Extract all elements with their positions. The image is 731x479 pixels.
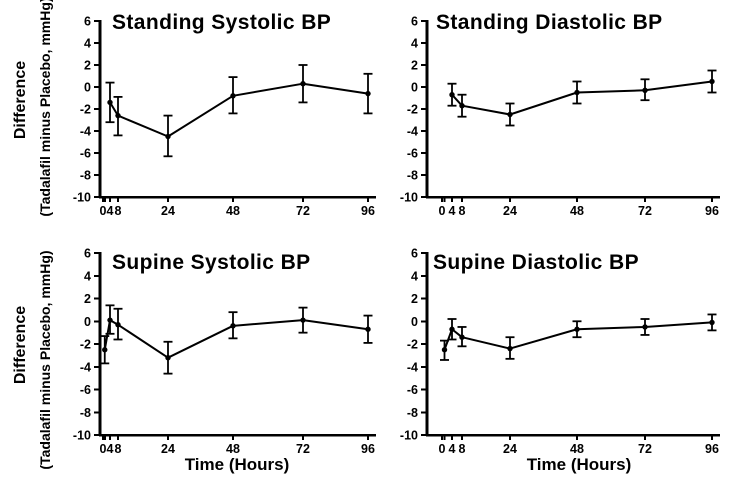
svg-text:0: 0 [84, 81, 91, 95]
svg-text:96: 96 [705, 204, 719, 218]
svg-text:4: 4 [107, 442, 114, 456]
svg-text:0: 0 [100, 204, 107, 218]
svg-text:8: 8 [459, 442, 466, 456]
svg-text:-2: -2 [80, 338, 91, 352]
y-axis-title-line1-top: Difference [12, 60, 29, 140]
svg-text:-6: -6 [80, 383, 91, 397]
chart-title-standing-diastolic: Standing Diastolic BP [436, 11, 663, 34]
svg-text:6: 6 [411, 247, 418, 261]
chart-title-supine-systolic: Supine Systolic BP [112, 251, 311, 274]
svg-text:72: 72 [638, 204, 652, 218]
svg-text:8: 8 [115, 204, 122, 218]
y-axis-title-line2-top: (Tadalafil minus Placebo, mmHg) [37, 0, 53, 217]
svg-text:0: 0 [84, 315, 91, 329]
chart-title-standing-systolic: Standing Systolic BP [112, 11, 332, 34]
svg-text:2: 2 [84, 59, 91, 73]
svg-text:-2: -2 [407, 338, 418, 352]
x-axis-title-left: Time (Hours) [184, 455, 290, 474]
svg-text:-2: -2 [407, 103, 418, 117]
svg-text:8: 8 [459, 204, 466, 218]
svg-text:48: 48 [226, 442, 240, 456]
svg-text:0: 0 [439, 204, 446, 218]
svg-text:-10: -10 [73, 429, 91, 443]
svg-text:4: 4 [84, 37, 91, 51]
svg-text:96: 96 [705, 442, 719, 456]
y-axis-title-line2-bottom: (Tadalafil minus Placebo, mmHg) [37, 250, 53, 470]
svg-text:24: 24 [161, 204, 175, 218]
svg-text:-4: -4 [80, 360, 91, 374]
svg-text:-4: -4 [407, 360, 418, 374]
svg-text:24: 24 [503, 442, 517, 456]
svg-text:-6: -6 [407, 383, 418, 397]
panel-supine-systolic: 6 4 2 0 -2 -4 -6 -8 -10 0 4 8 24 48 72 96 Supine Systol… [0, 240, 380, 479]
svg-text:-8: -8 [80, 406, 91, 420]
panel-standing-systolic: 6 4 2 0 -2 -4 -6 -8 -10 0 4 8 24 48 72 96 Standing Syst… [0, 0, 380, 240]
svg-text:96: 96 [361, 442, 375, 456]
svg-text:-6: -6 [407, 147, 418, 161]
svg-text:24: 24 [503, 204, 517, 218]
svg-text:2: 2 [411, 59, 418, 73]
panel-supine-diastolic: 6 4 2 0 -2 -4 -6 -8 -10 0 4 8 24 48 72 96 Supine Diasto… [380, 240, 731, 479]
svg-text:0: 0 [439, 442, 446, 456]
svg-text:-10: -10 [400, 191, 418, 205]
svg-text:-4: -4 [80, 125, 91, 139]
svg-text:4: 4 [411, 269, 418, 283]
svg-text:96: 96 [361, 204, 375, 218]
y-axis-title-line1-bottom: Difference [12, 305, 29, 385]
svg-text:48: 48 [226, 204, 240, 218]
svg-text:0: 0 [411, 81, 418, 95]
svg-text:4: 4 [449, 442, 456, 456]
svg-text:0: 0 [100, 442, 107, 456]
svg-text:6: 6 [411, 15, 418, 29]
svg-text:48: 48 [570, 442, 584, 456]
svg-text:2: 2 [84, 292, 91, 306]
svg-text:-8: -8 [407, 406, 418, 420]
svg-text:-10: -10 [73, 191, 91, 205]
svg-text:-8: -8 [80, 169, 91, 183]
svg-text:6: 6 [84, 15, 91, 29]
svg-text:6: 6 [84, 247, 91, 261]
svg-text:-10: -10 [400, 429, 418, 443]
svg-text:8: 8 [115, 442, 122, 456]
svg-text:72: 72 [296, 442, 310, 456]
svg-text:24: 24 [161, 442, 175, 456]
panel-standing-diastolic: 6 4 2 0 -2 -4 -6 -8 -10 0 4 8 24 48 72 96 Standing Dias… [380, 0, 731, 240]
svg-text:72: 72 [296, 204, 310, 218]
svg-text:-4: -4 [407, 125, 418, 139]
svg-text:4: 4 [449, 204, 456, 218]
svg-text:4: 4 [84, 269, 91, 283]
svg-text:48: 48 [570, 204, 584, 218]
svg-text:-6: -6 [80, 147, 91, 161]
svg-text:4: 4 [411, 37, 418, 51]
svg-text:4: 4 [107, 204, 114, 218]
svg-text:72: 72 [638, 442, 652, 456]
svg-text:-8: -8 [407, 169, 418, 183]
svg-text:2: 2 [411, 292, 418, 306]
x-axis-title-right: Time (Hours) [526, 455, 632, 474]
svg-text:-2: -2 [80, 103, 91, 117]
svg-text:0: 0 [411, 315, 418, 329]
chart-title-supine-diastolic: Supine Diastolic BP [433, 251, 639, 274]
